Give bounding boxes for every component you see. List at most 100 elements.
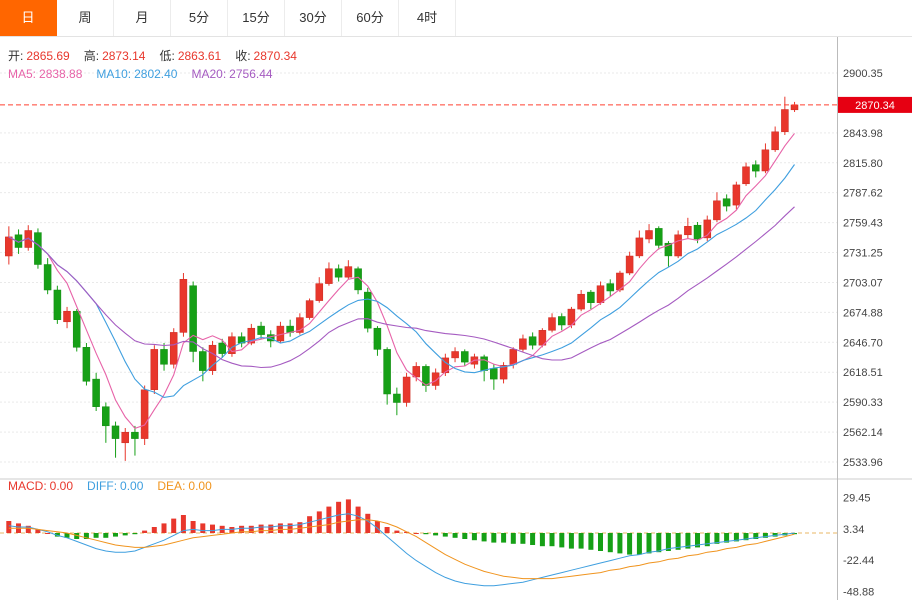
price-axis-label: 2787.62 bbox=[843, 188, 883, 200]
tab-30min[interactable]: 30分 bbox=[285, 0, 342, 36]
macd-bar bbox=[248, 525, 254, 533]
candlestick bbox=[577, 293, 585, 310]
macd-bar bbox=[74, 533, 80, 539]
candlestick bbox=[296, 317, 304, 333]
ma10-line bbox=[8, 164, 795, 398]
dea-line bbox=[8, 519, 795, 580]
macd-bar bbox=[326, 506, 332, 533]
macd-bar bbox=[772, 533, 778, 537]
candlestick bbox=[635, 237, 644, 257]
macd-bar bbox=[277, 523, 283, 533]
macd-bar bbox=[724, 533, 730, 543]
candlestick bbox=[334, 268, 343, 278]
macd-bar bbox=[442, 533, 448, 537]
macd-bar bbox=[685, 533, 691, 549]
candlestick bbox=[5, 236, 13, 257]
candlestick bbox=[480, 356, 488, 371]
macd-axis-label: 29.45 bbox=[843, 493, 871, 505]
macd-bar bbox=[598, 533, 603, 551]
macd-bar bbox=[122, 533, 128, 536]
macd-bar bbox=[113, 533, 118, 537]
price-axis-label: 2590.33 bbox=[843, 397, 883, 409]
candlestick bbox=[199, 351, 207, 371]
candlestick bbox=[548, 317, 556, 331]
candlestick bbox=[131, 431, 139, 439]
macd-bar bbox=[665, 533, 671, 551]
macd-bar bbox=[345, 499, 351, 533]
macd-bar bbox=[539, 533, 545, 547]
macd-bar bbox=[510, 533, 516, 544]
candlestick bbox=[674, 234, 682, 257]
macd-bar bbox=[413, 533, 419, 534]
price-axis-label: 2562.14 bbox=[843, 427, 883, 439]
tab-week[interactable]: 周 bbox=[57, 0, 114, 36]
macd-bar bbox=[452, 533, 458, 538]
macd-bar bbox=[520, 533, 526, 544]
candlestick bbox=[24, 230, 33, 248]
macd-bar bbox=[607, 533, 613, 553]
tab-month[interactable]: 月 bbox=[114, 0, 171, 36]
candlestick bbox=[72, 310, 81, 348]
candlestick bbox=[92, 378, 100, 407]
price-axis-label: 2533.96 bbox=[843, 457, 883, 469]
current-price-tag bbox=[838, 96, 912, 113]
candlestick bbox=[344, 266, 353, 278]
price-axis-label: 2674.88 bbox=[843, 307, 883, 319]
candlestick bbox=[160, 349, 168, 365]
macd-bar bbox=[675, 533, 681, 550]
candlestick bbox=[373, 327, 382, 350]
macd-axis-label: -22.44 bbox=[843, 555, 874, 567]
macd-bar bbox=[462, 533, 468, 539]
tab-5min[interactable]: 5分 bbox=[171, 0, 228, 36]
candlestick bbox=[703, 219, 712, 239]
candlestick bbox=[742, 166, 750, 185]
candlestick bbox=[102, 406, 110, 427]
macd-bar bbox=[190, 521, 196, 533]
candlestick bbox=[790, 104, 799, 111]
macd-bar bbox=[423, 533, 429, 535]
macd-bar bbox=[433, 533, 439, 536]
macd-bar bbox=[239, 525, 245, 533]
tab-day[interactable]: 日 bbox=[0, 0, 57, 36]
candlestick bbox=[722, 198, 731, 207]
macd-bar bbox=[578, 533, 584, 549]
macd-bar bbox=[287, 523, 293, 533]
tab-60min[interactable]: 60分 bbox=[342, 0, 399, 36]
tab-4hour[interactable]: 4时 bbox=[399, 0, 456, 36]
candlestick bbox=[441, 357, 450, 374]
macd-bar bbox=[35, 529, 41, 533]
macd-bar bbox=[646, 533, 652, 554]
macd-bar bbox=[6, 521, 12, 533]
macd-bar bbox=[559, 533, 565, 548]
candlestick bbox=[431, 372, 440, 386]
candlestick bbox=[412, 366, 421, 378]
macd-bar bbox=[268, 524, 274, 533]
macd-bar bbox=[64, 533, 70, 538]
candlestick bbox=[393, 393, 401, 403]
candlestick bbox=[684, 226, 692, 236]
macd-bar bbox=[229, 527, 235, 533]
diff-line bbox=[8, 513, 795, 587]
candlestick bbox=[781, 109, 789, 133]
kline-chart-canvas[interactable]: 2900.35 2843.98 2815.80 2787.62 2759.43 2731.… bbox=[0, 37, 912, 600]
candlestick bbox=[461, 351, 469, 363]
macd-bar bbox=[394, 530, 400, 533]
candlestick bbox=[179, 279, 188, 333]
macd-bar bbox=[481, 533, 487, 542]
candlestick bbox=[150, 349, 159, 390]
candlestick bbox=[713, 200, 721, 221]
candlestick bbox=[354, 268, 362, 291]
candlestick bbox=[34, 232, 42, 265]
macd-bar bbox=[627, 533, 633, 555]
macd-bar bbox=[743, 533, 749, 541]
tab-15min[interactable]: 15分 bbox=[228, 0, 285, 36]
macd-bar bbox=[103, 533, 109, 538]
price-axis-label: 2815.80 bbox=[843, 158, 883, 170]
macd-bar bbox=[365, 513, 371, 533]
macd-axis-label: -48.88 bbox=[843, 587, 874, 599]
macd-bar bbox=[656, 533, 662, 553]
ma5-line bbox=[8, 133, 795, 430]
ma20-line bbox=[8, 206, 795, 369]
price-axis-label: 2618.51 bbox=[843, 367, 883, 379]
macd-bar bbox=[374, 521, 380, 533]
